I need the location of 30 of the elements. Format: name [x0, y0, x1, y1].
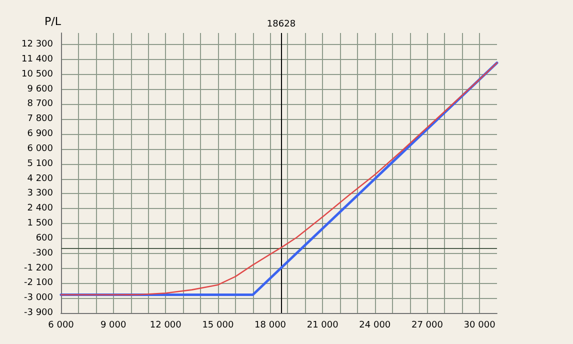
- x-tick-label: 18 000: [254, 320, 286, 330]
- y-tick-label: 4 200: [27, 174, 54, 184]
- y-tick-label: 7 800: [27, 114, 54, 124]
- x-tick-label: 6 000: [48, 320, 74, 330]
- y-tick-label: -3 000: [24, 293, 54, 304]
- y-tick-label: 5 100: [27, 158, 54, 169]
- y-tick-label: -300: [32, 248, 54, 258]
- y-tick-label: -1 200: [24, 263, 54, 274]
- x-tick-label: 27 000: [411, 320, 444, 330]
- y-tick-label: 8 700: [27, 99, 54, 110]
- y-tick-label: 12 300: [22, 40, 54, 50]
- y-tick-label: 6 000: [27, 144, 54, 154]
- x-tick-label: 9 000: [100, 320, 126, 330]
- x-tick-label: 12 000: [150, 320, 182, 330]
- ref-line-label: 18628: [266, 20, 296, 30]
- y-tick-label: 1 500: [27, 218, 54, 229]
- y-tick-label: 2 400: [27, 204, 54, 214]
- y-tick-label: 10 500: [22, 69, 54, 80]
- x-tick-label: 30 000: [464, 320, 496, 330]
- x-tick-label: 21 000: [306, 320, 339, 330]
- y-tick-label: 600: [36, 233, 54, 244]
- y-tick-label: -3 900: [24, 308, 54, 318]
- y-tick-label: 3 300: [27, 188, 54, 199]
- y-tick-label: 9 600: [27, 84, 54, 94]
- x-tick-label: 24 000: [359, 320, 391, 330]
- x-tick-label: 15 000: [202, 320, 234, 330]
- y-tick-label: -2 100: [24, 278, 54, 288]
- y-axis-title: P/L: [44, 15, 62, 28]
- y-tick-label: 11 400: [22, 54, 54, 65]
- y-tick-label: 6 900: [27, 129, 54, 140]
